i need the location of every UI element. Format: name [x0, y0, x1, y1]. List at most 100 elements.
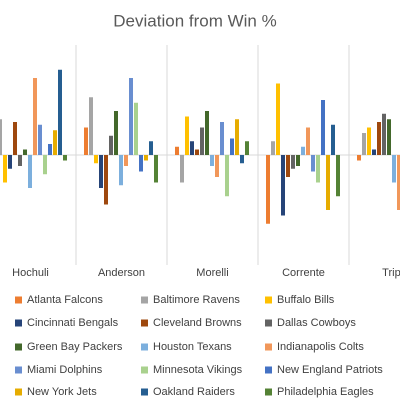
bar [190, 141, 194, 155]
x-tick-label: Morelli [196, 267, 228, 279]
legend-marker [15, 366, 22, 374]
legend-label: Green Bay Packers [27, 341, 123, 353]
bar [372, 149, 376, 155]
bar [23, 149, 27, 155]
bar [99, 155, 103, 188]
legend-label: Oakland Raiders [153, 386, 235, 398]
bar [306, 127, 310, 155]
bar [392, 155, 396, 183]
x-tick-label: Hochuli [12, 267, 49, 279]
bar [266, 155, 270, 224]
legend-marker [265, 343, 272, 351]
bar [362, 133, 366, 155]
legend-marker [15, 296, 22, 304]
legend-label: Atlanta Falcons [27, 294, 103, 306]
legend-label: Minnesota Vikings [153, 364, 243, 376]
bar [326, 155, 330, 210]
x-tick-label: Corrente [282, 267, 325, 279]
bar [271, 141, 275, 155]
bar [367, 127, 371, 155]
bar [321, 100, 325, 155]
bar [286, 155, 290, 177]
legend-label: Buffalo Bills [277, 294, 335, 306]
legend-marker [141, 343, 148, 351]
bar [28, 155, 32, 188]
bar [210, 155, 214, 166]
bar [33, 78, 37, 155]
x-tick-label: Anderson [98, 267, 145, 279]
legend-label: Houston Texans [153, 341, 232, 353]
bar [13, 122, 17, 155]
legend-marker [265, 296, 272, 304]
bar [43, 155, 47, 175]
legend-marker [265, 366, 272, 374]
bar [397, 155, 400, 210]
bar [124, 155, 128, 166]
bar [220, 122, 224, 155]
bar [195, 149, 199, 155]
bar [387, 119, 391, 155]
bar [3, 155, 7, 183]
bar [84, 127, 88, 155]
legend-label: New England Patriots [277, 364, 383, 376]
legend-marker [141, 366, 148, 374]
bar [104, 155, 108, 205]
bar [311, 155, 315, 172]
bar [230, 138, 234, 155]
bar [129, 78, 133, 155]
bar [38, 124, 42, 155]
legend-marker [141, 388, 148, 396]
bar [114, 111, 118, 155]
bar [357, 155, 361, 161]
legend-label: Philadelphia Eagles [277, 386, 374, 398]
bar [377, 122, 381, 155]
legend-label: Baltimore Ravens [153, 294, 240, 306]
bar [281, 155, 285, 216]
bar [109, 135, 113, 155]
legend-marker [15, 319, 22, 327]
bar [331, 124, 335, 155]
legend-marker [265, 388, 272, 396]
bar [235, 119, 239, 155]
bar [336, 155, 340, 197]
chart-title: Deviation from Win % [113, 11, 276, 30]
x-tick-label: Tripp [382, 267, 400, 279]
bar [240, 155, 244, 164]
bar [180, 155, 184, 183]
bar [134, 102, 138, 155]
bar [291, 155, 295, 169]
bar [154, 155, 158, 183]
legend-label: New York Jets [27, 386, 97, 398]
bar [205, 111, 209, 155]
bar [18, 155, 22, 166]
bar [382, 113, 386, 155]
bar [0, 119, 2, 155]
bar [296, 155, 300, 166]
bar [316, 155, 320, 183]
legend-label: Cleveland Browns [153, 317, 242, 329]
bar [53, 130, 57, 155]
bar [48, 144, 52, 155]
legend-marker [265, 319, 272, 327]
legend-label: Miami Dolphins [27, 364, 103, 376]
bar [215, 155, 219, 177]
legend-marker [15, 343, 22, 351]
bar [119, 155, 123, 186]
bar [8, 155, 12, 169]
legend-label: Dallas Cowboys [277, 317, 356, 329]
legend-marker [15, 388, 22, 396]
bar [200, 127, 204, 155]
legend-marker [141, 296, 148, 304]
bar [185, 116, 189, 155]
bar [94, 155, 98, 164]
bar [245, 141, 249, 155]
bar [58, 69, 62, 155]
legend-label: Cincinnati Bengals [27, 317, 119, 329]
bar [276, 83, 280, 155]
bar [301, 146, 305, 155]
bar [139, 155, 143, 172]
bar [175, 146, 179, 155]
bar [149, 141, 153, 155]
bar [225, 155, 229, 197]
legend-label: Indianapolis Colts [277, 341, 364, 353]
